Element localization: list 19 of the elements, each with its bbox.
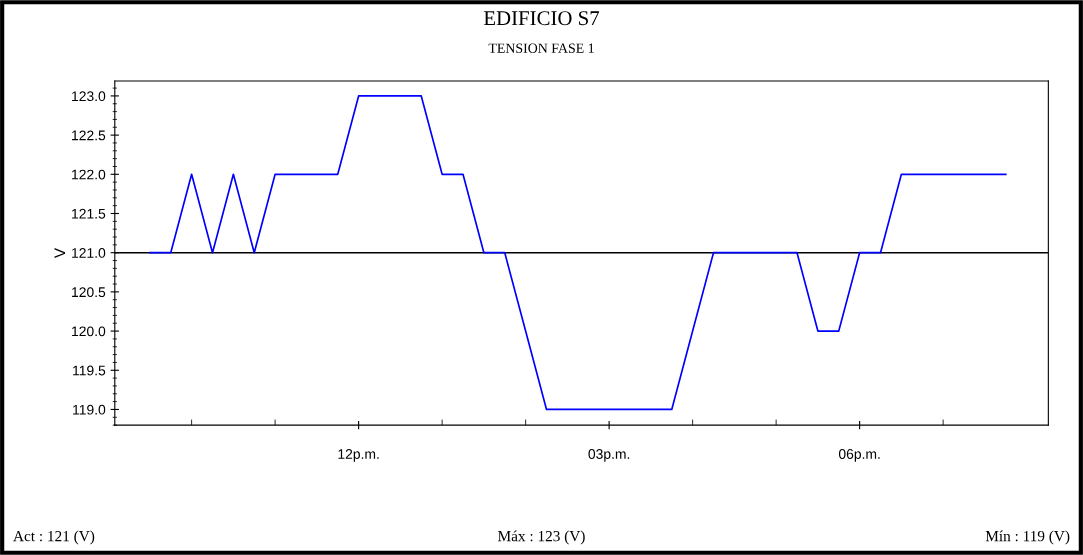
y-tick-label: 120.0 [72, 326, 106, 337]
y-tick-label: 121.5 [72, 208, 106, 219]
y-tick-label: 121.0 [72, 248, 106, 258]
y-tick-label: 122.5 [72, 130, 106, 141]
text: Act : 121 (V) [13, 530, 95, 545]
x-tick-label: 06p.m. [838, 449, 880, 462]
text: Máx : 123 (V) [498, 530, 585, 545]
y-tick-label: 123.0 [72, 91, 106, 102]
line-series [149, 95, 1007, 411]
x-tick-label: 12p.m. [338, 449, 379, 462]
chart-title: EDIFICIO S7 [483, 11, 600, 26]
y-axis-title: V [54, 248, 66, 259]
y-tick-label: 120.5 [72, 287, 106, 298]
y-tick-label: 122.0 [72, 169, 106, 180]
text: Mín : 119 (V) [985, 530, 1070, 545]
x-tick-label: 03p.m. [588, 449, 630, 462]
y-tick-label: 119.0 [73, 404, 106, 415]
y-tick-label: 119.5 [73, 365, 106, 376]
chart-subtitle: TENSION FASE 1 [488, 43, 594, 53]
